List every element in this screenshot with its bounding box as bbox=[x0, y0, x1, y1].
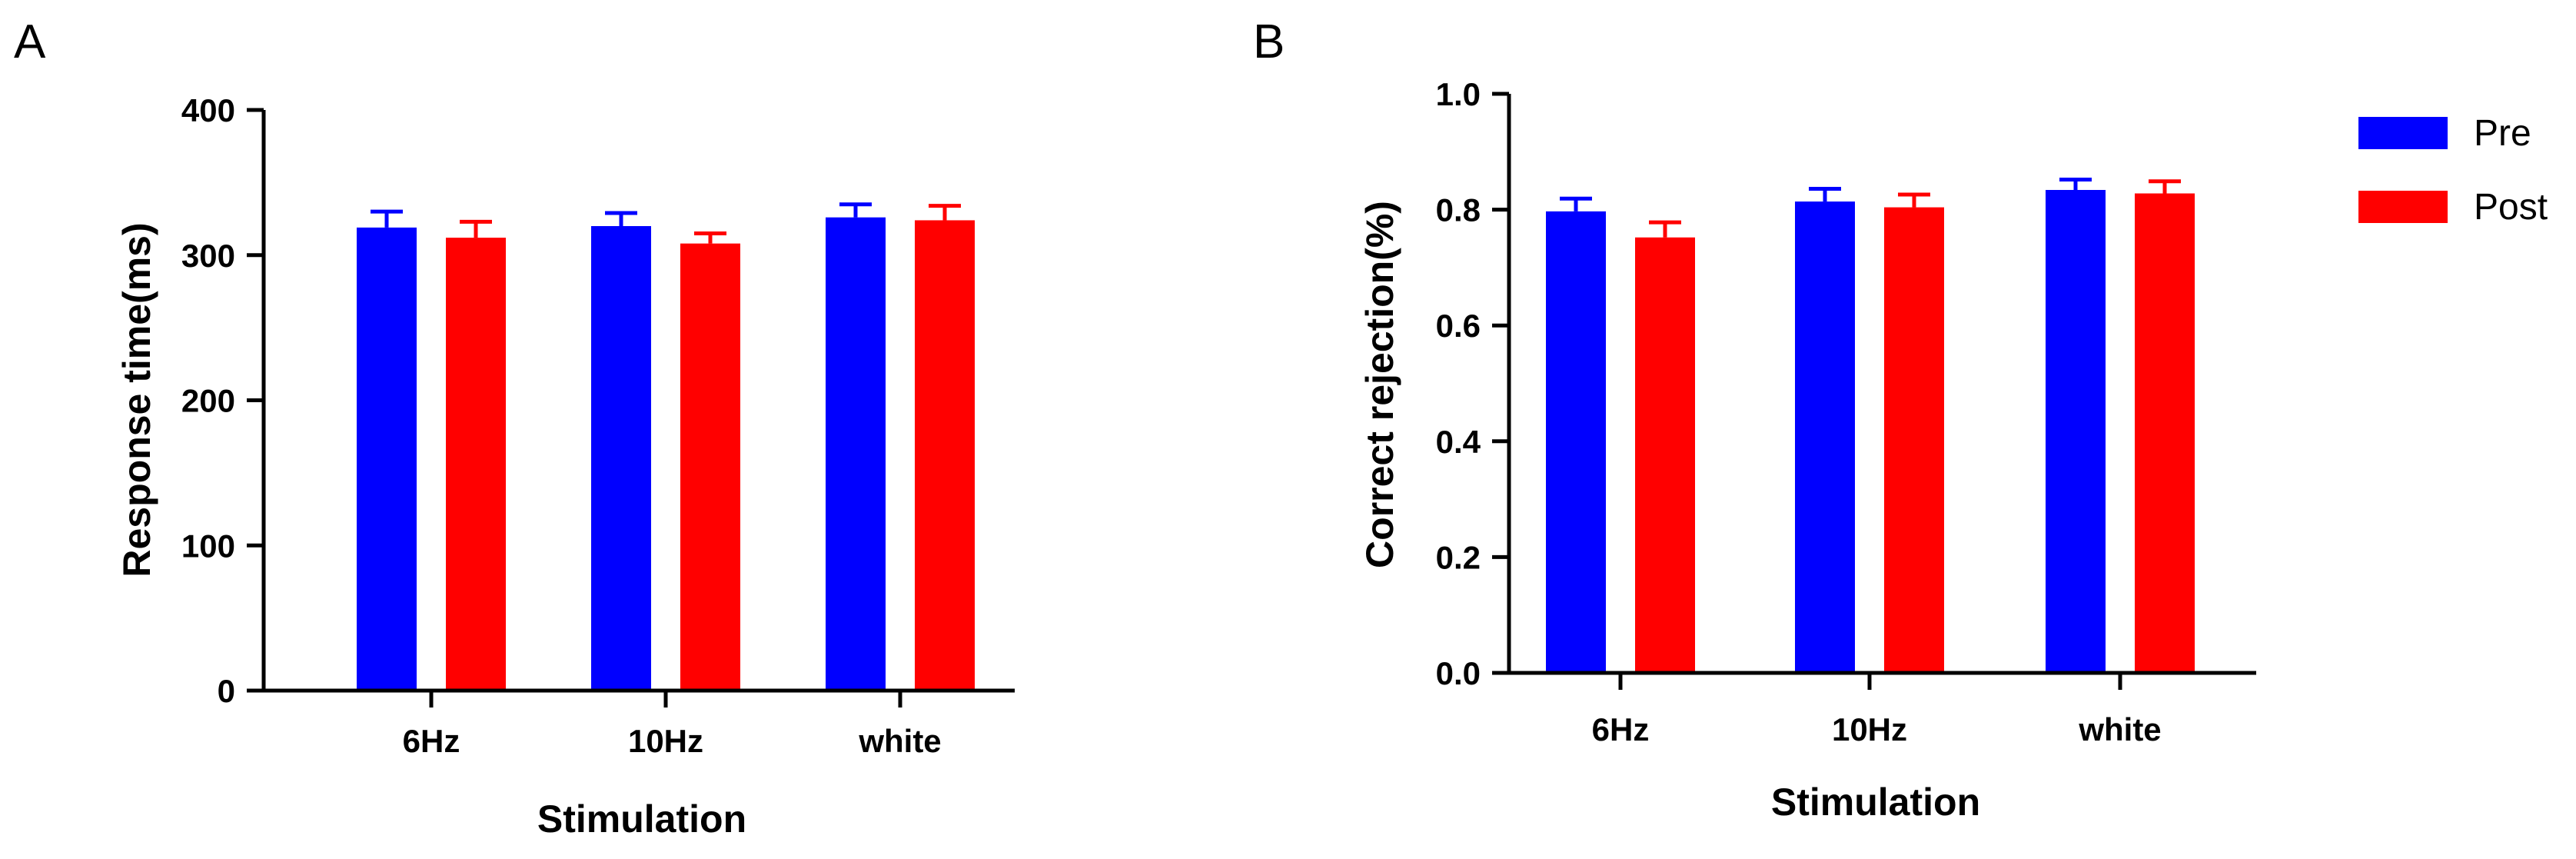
panel-a-x-axis-title: Stimulation bbox=[537, 797, 746, 841]
panel-a-x-ticks: 6Hz 10Hz white bbox=[403, 691, 942, 759]
panel-b-y-ticks: 0.0 0.2 0.4 0.6 0.8 1.0 bbox=[1436, 76, 1509, 691]
legend: Pre Post bbox=[2358, 113, 2548, 228]
panel-a-bar-pre bbox=[591, 226, 651, 691]
panel-b-bar-post bbox=[2135, 193, 2195, 674]
panel-b-y-tick-label: 0.8 bbox=[1436, 192, 1481, 228]
legend-swatch-post bbox=[2358, 191, 2448, 223]
panel-b-y-tick-label: 0.2 bbox=[1436, 539, 1481, 575]
panel-a-x-tick-label: 10Hz bbox=[628, 723, 703, 759]
panel-a-marks bbox=[357, 202, 975, 691]
legend-label-pre: Pre bbox=[2474, 113, 2531, 154]
panel-b-marks bbox=[1546, 177, 2195, 674]
panel-b-x-tick-label: 10Hz bbox=[1832, 711, 1907, 747]
panel-a-bar-post bbox=[680, 243, 740, 691]
panel-a-y-tick-label: 200 bbox=[181, 383, 235, 419]
panel-b-x-axis-title: Stimulation bbox=[1771, 781, 1980, 824]
panel-b-y-axis-title: Correct rejection(%) bbox=[1358, 201, 1401, 568]
panel-b-x-tick-label: 6Hz bbox=[1592, 711, 1650, 747]
panel-a-y-tick-label: 0 bbox=[218, 673, 235, 709]
panel-b-bar-post bbox=[1884, 207, 1944, 673]
panel-a-y-tick-label: 400 bbox=[181, 92, 235, 128]
panel-a-y-axis-title: Response time(ms) bbox=[115, 222, 158, 577]
panel-b-bar-pre bbox=[2046, 189, 2106, 674]
panel-b: B 0.0 0.2 0.4 0.6 0.8 1.0 6Hz 10Hz white Stimul… bbox=[1253, 15, 2256, 824]
panel-b-y-tick-label: 0.0 bbox=[1436, 655, 1481, 691]
panel-a-y-tick-label: 100 bbox=[181, 528, 235, 564]
panel-a-y-ticks: 0 100 200 300 400 bbox=[181, 92, 264, 709]
panel-b-y-tick-label: 1.0 bbox=[1436, 76, 1481, 112]
panel-a-x-tick-label: white bbox=[858, 723, 941, 759]
panel-b-y-tick-label: 0.4 bbox=[1436, 424, 1481, 460]
panel-a-label: A bbox=[14, 15, 46, 68]
panel-b-label: B bbox=[1253, 15, 1285, 68]
panel-a: A 0 100 200 300 400 6Hz 10Hz white Stimulation… bbox=[14, 15, 1015, 841]
panel-a-bar-pre bbox=[357, 227, 417, 691]
panel-b-x-tick-label: white bbox=[2078, 711, 2161, 747]
panel-b-bar-pre bbox=[1795, 201, 1855, 674]
legend-swatch-pre bbox=[2358, 117, 2448, 149]
panel-b-x-ticks: 6Hz 10Hz white bbox=[1592, 673, 2162, 747]
panel-b-y-tick-label: 0.6 bbox=[1436, 308, 1481, 344]
panel-a-y-tick-label: 300 bbox=[181, 238, 235, 274]
panel-a-bar-pre bbox=[826, 217, 886, 691]
panel-a-bar-post bbox=[915, 220, 975, 691]
panel-b-bar-post bbox=[1635, 237, 1695, 673]
panel-a-bar-post bbox=[446, 238, 506, 691]
legend-label-post: Post bbox=[2474, 187, 2548, 228]
panel-a-x-tick-label: 6Hz bbox=[403, 723, 460, 759]
panel-b-bar-pre bbox=[1546, 211, 1606, 673]
